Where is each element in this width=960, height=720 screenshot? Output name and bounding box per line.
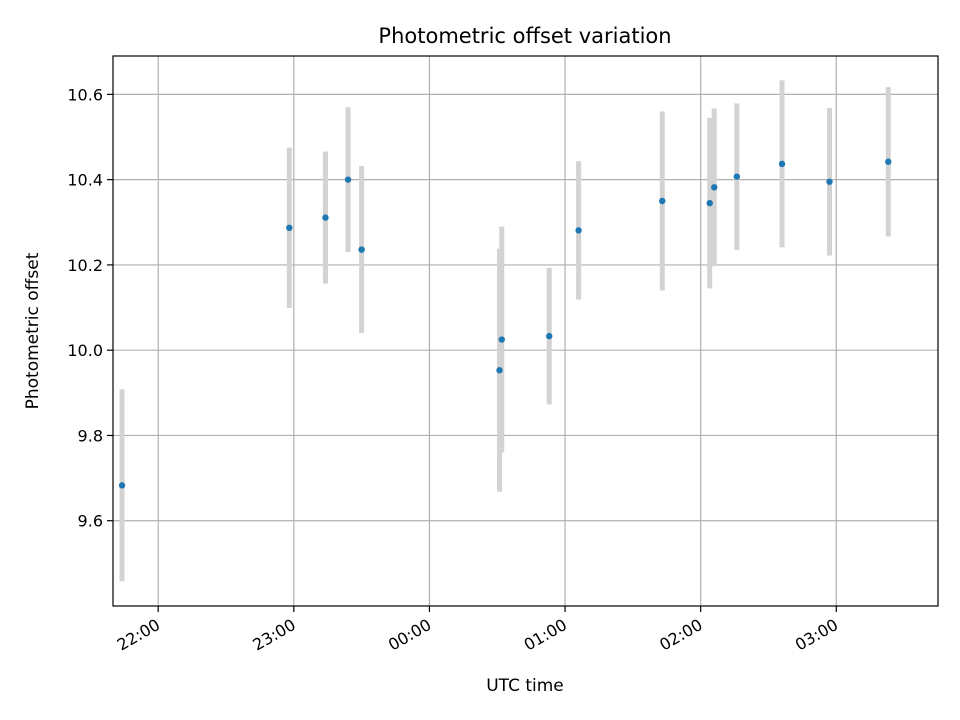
x-axis-label: UTC time	[486, 676, 564, 696]
y-tick-label: 9.8	[78, 426, 103, 445]
y-axis-ticks: 9.6 9.8 10.0 10.2 10.4 10.6	[67, 85, 113, 531]
data-point	[358, 246, 365, 253]
y-tick-label: 9.6	[78, 512, 103, 531]
y-tick-label: 10.2	[67, 256, 103, 275]
y-axis-label: Photometric offset	[23, 252, 43, 409]
y-tick-label: 10.4	[67, 171, 103, 190]
data-point	[733, 173, 741, 180]
data-point	[344, 176, 352, 183]
data-points	[118, 158, 892, 489]
data-point	[322, 214, 329, 221]
data-point	[885, 158, 892, 165]
data-point	[546, 332, 553, 340]
grid	[113, 56, 938, 606]
data-point	[286, 224, 293, 232]
data-point	[778, 160, 786, 168]
data-point	[659, 197, 666, 205]
y-tick-label: 10.6	[67, 85, 103, 104]
data-point	[496, 367, 503, 374]
data-point	[575, 227, 582, 234]
data-point	[498, 336, 505, 343]
data-point	[706, 199, 713, 207]
plot-area-frame	[112, 55, 939, 607]
data-point	[711, 184, 718, 191]
data-point	[118, 482, 126, 489]
y-tick-label: 10.0	[67, 341, 103, 360]
data-point	[826, 178, 833, 185]
chart-title: Photometric offset variation	[378, 24, 671, 48]
